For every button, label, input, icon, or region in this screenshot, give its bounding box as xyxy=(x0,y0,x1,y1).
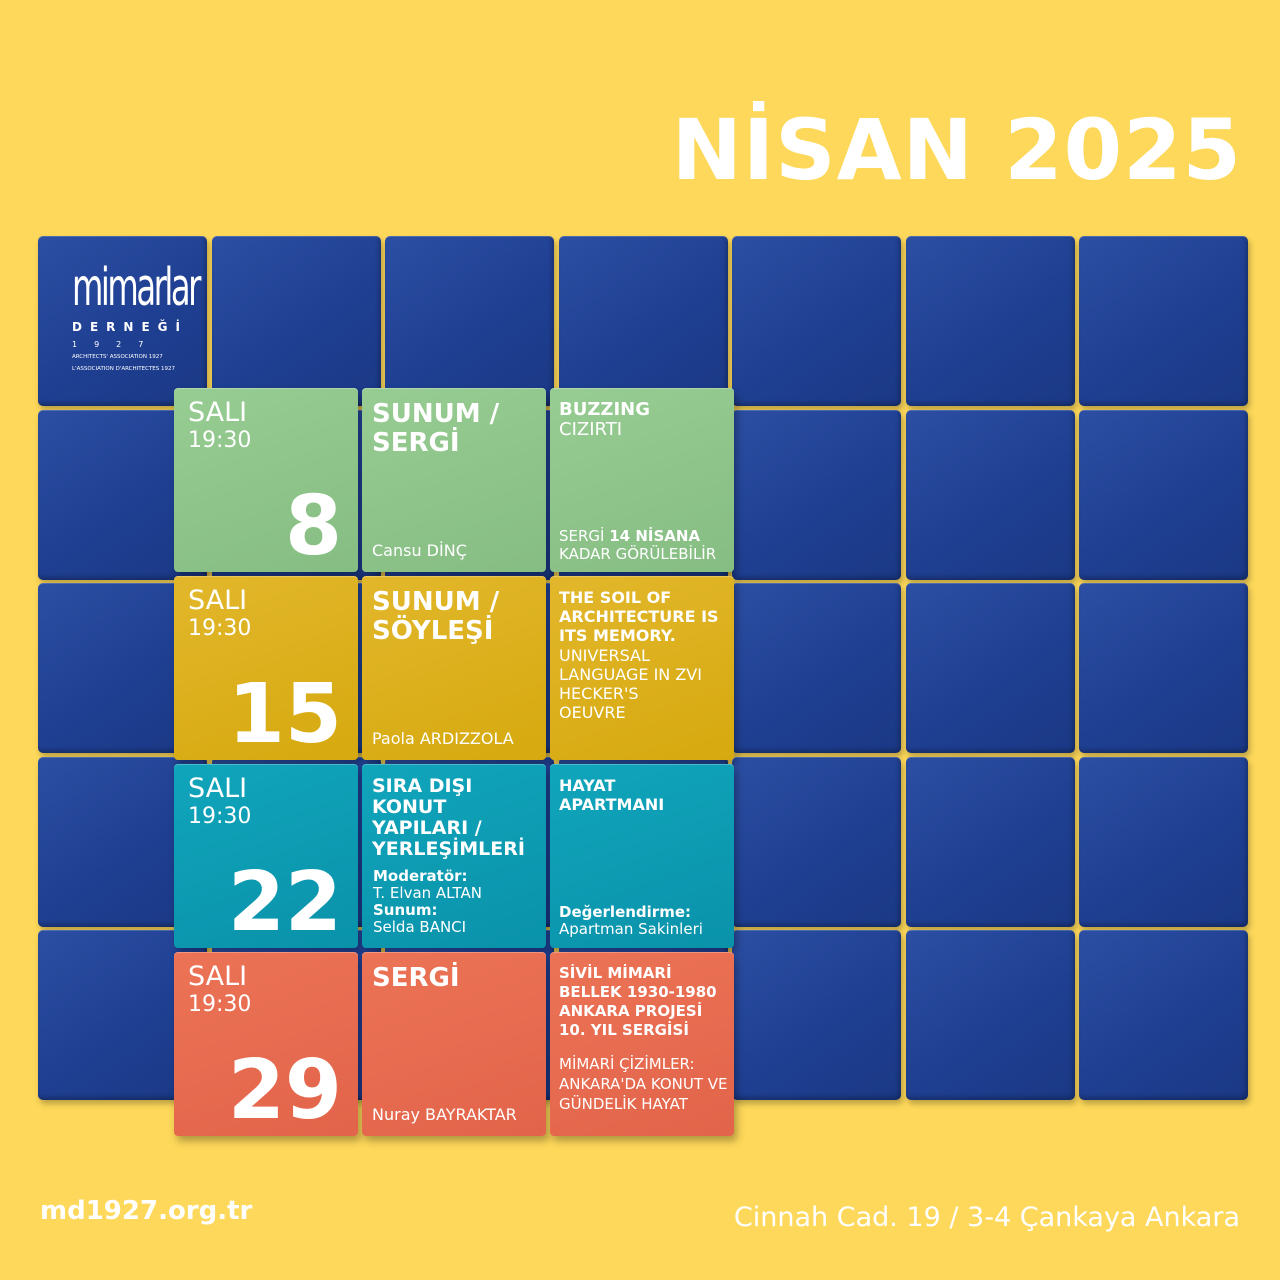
address: Cinnah Cad. 19 / 3-4 Çankaya Ankara xyxy=(733,1202,1240,1233)
mimarlar-dernegi-logo: mimarlar DERNEĞİ 1927 ARCHITECTS' ASSOCI… xyxy=(72,258,201,373)
type-tile-8: SUNUM / SERGİ Cansu DİNÇ xyxy=(362,388,546,572)
event-body: UNIVERSAL LANGUAGE IN ZVI HECKER'S OEUVR… xyxy=(559,646,702,722)
grid-cube xyxy=(1079,409,1248,580)
grid-cube xyxy=(905,930,1075,1100)
grid-cube xyxy=(38,236,207,406)
logo-word: mimarlar xyxy=(72,258,201,318)
event-title: THE SOIL OF ARCHITECTURE IS ITS MEMORY. xyxy=(559,588,719,645)
date-tile-22: SALI 19:30 22 xyxy=(174,764,358,948)
grid-cube xyxy=(905,236,1075,406)
event-note-pre: SERGİ xyxy=(559,527,610,545)
grid-cube xyxy=(905,756,1075,927)
time-label: 19:30 xyxy=(188,428,252,453)
logo-line1: ARCHITECTS' ASSOCIATION 1927 xyxy=(72,354,163,360)
event-title: HAYAT APARTMANI xyxy=(559,776,665,814)
event-title: BUZZING xyxy=(559,399,650,420)
presenter-name: Nuray BAYRAKTAR xyxy=(372,1105,517,1124)
day-label: SALI xyxy=(188,585,248,616)
type-tile-29: SERGİ Nuray BAYRAKTAR xyxy=(362,952,546,1136)
event-title: SİVİL MİMARİ BELLEK 1930-1980 ANKARA PRO… xyxy=(559,964,717,1039)
date-number: 8 xyxy=(284,479,342,572)
event-tile-15: THE SOIL OF ARCHITECTURE IS ITS MEMORY. … xyxy=(550,576,734,760)
date-tile-8: SALI 19:30 8 xyxy=(174,388,358,572)
day-label: SALI xyxy=(188,773,248,804)
grid-cube xyxy=(1079,930,1248,1100)
time-label: 19:30 xyxy=(188,616,252,641)
grid-cube xyxy=(732,930,901,1100)
day-label: SALI xyxy=(188,961,248,992)
logo-sub: DERNEĞİ xyxy=(72,320,188,334)
time-label: 19:30 xyxy=(188,992,252,1017)
event-type: SUNUM / SÖYLEŞİ xyxy=(372,587,500,646)
logo-line2: L'ASSOCIATION D'ARCHITECTES 1927 xyxy=(72,366,176,372)
type-tile-22: SIRA DIŞI KONUT YAPILARI / YERLEŞİMLERİ … xyxy=(362,764,546,948)
moderator-name: T. Elvan ALTAN xyxy=(373,884,482,902)
presenter-name: Selda BANCI xyxy=(373,918,467,936)
event-tile-29: SİVİL MİMARİ BELLEK 1930-1980 ANKARA PRO… xyxy=(550,952,734,1136)
grid-cube xyxy=(732,583,901,753)
event-subtitle: CIZIRTI xyxy=(559,419,623,440)
event-body: MİMARİ ÇİZİMLER: ANKARA'DA KONUT VE GÜND… xyxy=(559,1055,728,1113)
moderator-block: Moderatör: T. Elvan ALTAN Sunum: Selda B… xyxy=(373,868,482,936)
logo-year: 1927 xyxy=(72,340,161,349)
moderator-label: Moderatör: xyxy=(373,867,468,885)
day-label: SALI xyxy=(188,397,248,428)
event-type: SUNUM / SERGİ xyxy=(372,399,500,458)
grid-cube xyxy=(211,236,381,406)
grid-cube xyxy=(385,236,554,406)
grid-cube xyxy=(1079,583,1248,753)
event-title-block: BUZZING CIZIRTI xyxy=(559,400,650,440)
event-tile-22: HAYAT APARTMANI Değerlendirme: Apartman … xyxy=(550,764,734,948)
grid-cube xyxy=(1079,756,1248,927)
event-title-block: THE SOIL OF ARCHITECTURE IS ITS MEMORY. … xyxy=(559,588,729,722)
event-type: SERGİ xyxy=(372,963,460,993)
date-number: 15 xyxy=(227,667,342,760)
presenter-name: Paola ARDIZZOLA xyxy=(372,729,514,748)
evaluation-label: Değerlendirme: xyxy=(559,903,692,921)
grid-cube xyxy=(732,236,901,406)
grid-cube xyxy=(1079,236,1248,406)
presenter-label: Sunum: xyxy=(373,901,438,919)
event-type: SIRA DIŞI KONUT YAPILARI / YERLEŞİMLERİ xyxy=(372,775,525,860)
page-title: NİSAN 2025 xyxy=(671,101,1242,199)
grid-cube xyxy=(558,236,728,406)
evaluation-name: Apartman Sakinleri xyxy=(559,920,703,938)
type-tile-15: SUNUM / SÖYLEŞİ Paola ARDIZZOLA xyxy=(362,576,546,760)
event-tile-8: BUZZING CIZIRTI SERGİ 14 NİSANA KADAR GÖ… xyxy=(550,388,734,572)
date-number: 22 xyxy=(227,855,342,948)
event-note-bold: 14 NİSANA xyxy=(609,527,701,545)
grid-cube xyxy=(905,409,1075,580)
website-link[interactable]: md1927.org.tr xyxy=(40,1196,253,1226)
date-number: 29 xyxy=(227,1043,342,1136)
event-note-post: KADAR GÖRÜLEBİLİR xyxy=(559,545,717,563)
evaluation-block: Değerlendirme: Apartman Sakinleri xyxy=(559,904,703,938)
grid-cube xyxy=(732,756,901,927)
time-label: 19:30 xyxy=(188,804,252,829)
event-note: SERGİ 14 NİSANA KADAR GÖRÜLEBİLİR xyxy=(559,527,716,563)
event-title-block: SİVİL MİMARİ BELLEK 1930-1980 ANKARA PRO… xyxy=(559,964,728,1114)
grid-cube xyxy=(905,583,1075,753)
date-tile-15: SALI 19:30 15 xyxy=(174,576,358,760)
presenter-name: Cansu DİNÇ xyxy=(372,541,467,560)
grid-cube xyxy=(732,409,901,580)
date-tile-29: SALI 19:30 29 xyxy=(174,952,358,1136)
